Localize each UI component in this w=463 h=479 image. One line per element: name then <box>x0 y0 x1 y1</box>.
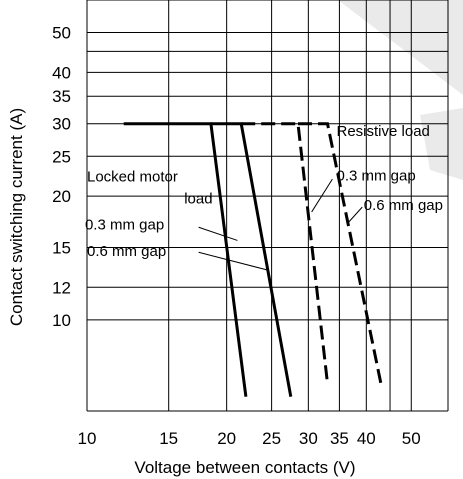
x-tick-label: 30 <box>299 429 318 448</box>
x-tick-label: 15 <box>159 429 178 448</box>
y-tick-label: 12 <box>52 278 71 297</box>
annotation-label: Resistive load <box>337 123 430 140</box>
x-tick-label: 25 <box>262 429 281 448</box>
series-lines <box>123 122 383 397</box>
x-tick-label: 50 <box>402 429 421 448</box>
annotation-pointer <box>347 206 363 224</box>
annotation-pointer <box>198 251 269 271</box>
x-tick-label: 35 <box>330 429 349 448</box>
y-tick-label: 35 <box>52 87 71 106</box>
annotation-label: load <box>184 190 212 207</box>
annotation-label: 0.6 mm gap <box>87 243 166 260</box>
dashed-series-line <box>298 122 383 384</box>
y-tick-label: 15 <box>52 238 71 257</box>
x-tick-label: 10 <box>78 429 97 448</box>
annotation-label: 0.3 mm gap <box>337 168 416 185</box>
y-tick-label: 20 <box>52 187 71 206</box>
watermark <box>338 0 463 180</box>
y-tick-label: 30 <box>52 115 71 134</box>
annotations: Locked motor load 0.3 mm gap 0.6 mm gap Resi… <box>85 123 443 260</box>
annotation-label: 0.6 mm gap <box>364 197 443 214</box>
y-tick-label: 40 <box>52 63 71 82</box>
y-axis-label: Contact switching current (A) <box>7 108 26 326</box>
y-tick-label: 50 <box>52 24 71 43</box>
y-tick-label: 10 <box>52 311 71 330</box>
annotation-pointer <box>198 226 238 241</box>
x-tick-label: 40 <box>357 429 376 448</box>
dashed-series-line <box>241 122 329 384</box>
solid-series-line <box>210 122 293 397</box>
tick-labels: 10 15 20 25 30 35 40 50 10 12 15 20 25 30 35 40 50 <box>52 24 421 448</box>
annotation-pointer <box>311 178 333 213</box>
annotation-pointers <box>198 178 363 271</box>
annotation-label: 0.3 mm gap <box>85 216 164 233</box>
x-axis-label: Voltage between contacts (V) <box>134 458 355 477</box>
x-tick-label: 20 <box>217 429 236 448</box>
annotation-label: Locked motor <box>87 169 178 186</box>
y-tick-label: 25 <box>52 147 71 166</box>
grid <box>86 0 449 412</box>
